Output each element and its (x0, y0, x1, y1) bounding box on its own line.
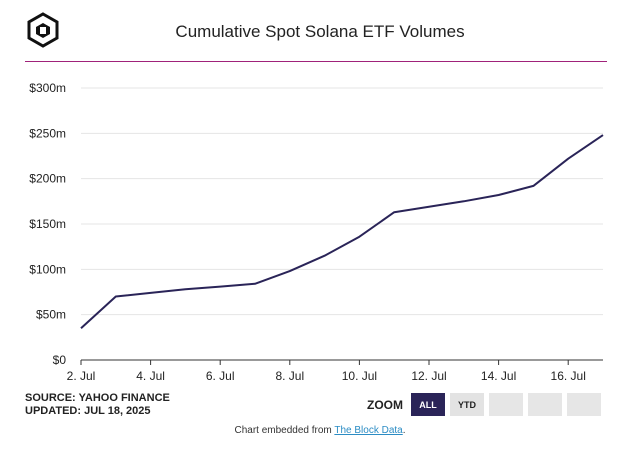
y-tick-label: $100m (29, 262, 66, 276)
the-block-logo-icon (27, 12, 59, 48)
x-tick-label: 16. Jul (551, 369, 586, 383)
zoom-label: ZOOM (367, 397, 403, 412)
series-line (80, 134, 604, 330)
zoom-empty-button[interactable] (528, 393, 562, 416)
y-tick-label: $300m (29, 81, 66, 95)
line-chart: $0 $50m $100m $150m $200m $250m $300m 2. Jul 4.… (29, 81, 604, 383)
y-tick-label: $250m (29, 126, 66, 140)
y-tick-label: $200m (29, 172, 66, 186)
updated-label: UPDATED: JUL 18, 2025 (25, 405, 151, 417)
chart-title: Cumulative Spot Solana ETF Volumes (175, 22, 465, 41)
embed-suffix: . (402, 425, 406, 436)
x-axis-ticks: 2. Jul 4. Jul 6. Jul 8. Jul 10. Jul 12. Jul 14… (67, 360, 586, 383)
zoom-all-button[interactable]: ALL (411, 393, 445, 416)
embed-prefix: Chart embedded from (234, 425, 335, 436)
the-block-data-link[interactable]: The Block Data (334, 425, 403, 436)
y-axis-ticks: $0 $50m $100m $150m $200m $250m $300m (29, 81, 66, 367)
footer-info: SOURCE: YAHOO FINANCE UPDATED: JUL 18, 2… (25, 392, 170, 418)
x-tick-label: 12. Jul (411, 369, 446, 383)
y-tick-label: $0 (53, 353, 67, 367)
series-group (80, 134, 604, 330)
x-tick-label: 8. Jul (275, 369, 304, 383)
zoom-ytd-button[interactable]: YTD (450, 393, 484, 416)
x-tick-label: 10. Jul (342, 369, 377, 383)
x-tick-label: 6. Jul (206, 369, 235, 383)
zoom-empty-button[interactable] (567, 393, 601, 416)
zoom-empty-button[interactable] (489, 393, 523, 416)
y-tick-label: $150m (29, 217, 66, 231)
x-tick-label: 2. Jul (67, 369, 96, 383)
title-divider (25, 61, 607, 62)
source-label: SOURCE: YAHOO FINANCE (25, 392, 170, 404)
x-tick-label: 4. Jul (136, 369, 165, 383)
y-tick-label: $50m (36, 308, 66, 322)
embed-credit: Chart embedded from The Block Data. (0, 425, 640, 436)
x-tick-label: 14. Jul (481, 369, 516, 383)
zoom-controls: ZOOM ALL YTD (367, 393, 606, 416)
gridlines (81, 87, 603, 361)
